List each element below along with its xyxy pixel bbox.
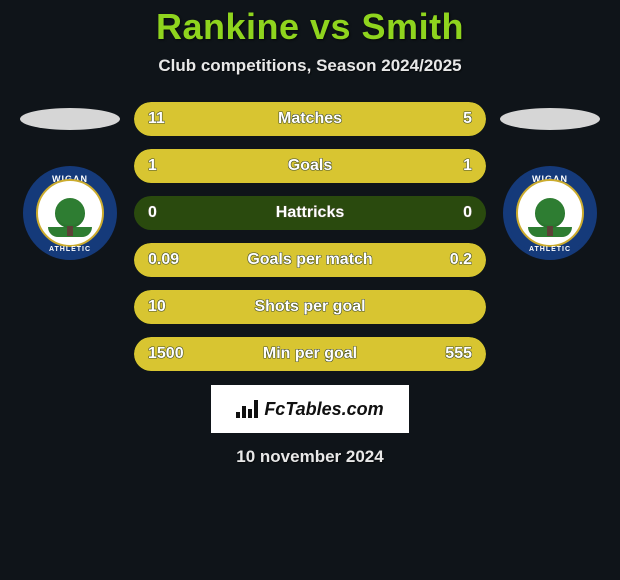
- crest-text: ATHLETIC: [529, 246, 571, 253]
- stat-bar-right-fill: [310, 149, 486, 183]
- bar-chart-icon: [236, 400, 258, 418]
- stat-bar-left-fill: [134, 102, 380, 136]
- stat-right-value: 0.2: [450, 251, 472, 269]
- right-player-column: WIGAN ATHLETIC: [490, 102, 610, 260]
- tree-icon: [55, 198, 85, 228]
- stat-left-value: 10: [148, 298, 166, 316]
- stat-label: Min per goal: [263, 345, 357, 363]
- stat-label: Matches: [278, 110, 342, 128]
- stat-right-value: 5: [463, 110, 472, 128]
- left-player-column: WIGAN ATHLETIC: [10, 102, 130, 260]
- stat-left-value: 1: [148, 157, 157, 175]
- stat-right-value: 0: [463, 204, 472, 222]
- brand-text: FcTables.com: [264, 399, 383, 420]
- stat-left-value: 1500: [148, 345, 184, 363]
- stat-right-value: 555: [445, 345, 472, 363]
- stat-label: Goals per match: [247, 251, 372, 269]
- left-club-crest: WIGAN ATHLETIC: [23, 166, 117, 260]
- stat-label: Goals: [288, 157, 332, 175]
- left-avatar-placeholder: [20, 108, 120, 130]
- stat-bar: 1500 555 Min per goal: [134, 337, 486, 371]
- stat-bar: 0 0 Hattricks: [134, 196, 486, 230]
- stat-bar: 11 5 Matches: [134, 102, 486, 136]
- crest-text: ATHLETIC: [49, 246, 91, 253]
- stat-left-value: 11: [148, 110, 165, 128]
- stat-label: Shots per goal: [254, 298, 365, 316]
- stat-bar-left-fill: [134, 149, 310, 183]
- stat-bar: 1 1 Goals: [134, 149, 486, 183]
- stat-left-value: 0: [148, 204, 157, 222]
- date-label: 10 november 2024: [236, 447, 383, 467]
- page-title: Rankine vs Smith: [156, 6, 464, 48]
- stat-label: Hattricks: [276, 204, 344, 222]
- right-avatar-placeholder: [500, 108, 600, 130]
- stats-column: 115Matches11Goals00Hattricks0.090.2Goals…: [130, 102, 490, 371]
- tree-icon: [535, 198, 565, 228]
- stat-right-value: 1: [463, 157, 472, 175]
- right-club-crest: WIGAN ATHLETIC: [503, 166, 597, 260]
- stat-bar: 10 Shots per goal: [134, 290, 486, 324]
- stat-bar: 0.09 0.2 Goals per match: [134, 243, 486, 277]
- brand-badge: FcTables.com: [211, 385, 409, 433]
- subtitle: Club competitions, Season 2024/2025: [158, 56, 461, 76]
- stat-left-value: 0.09: [148, 251, 179, 269]
